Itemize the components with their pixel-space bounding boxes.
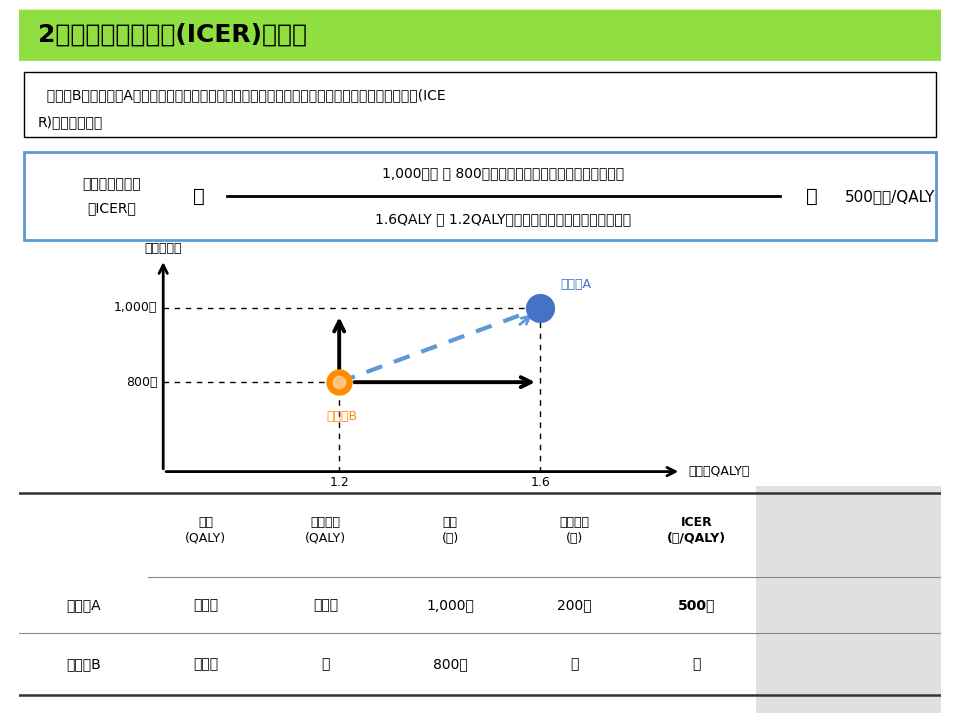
Text: 医薬品Bから医薬品Aに治療が置き換わった場合の効果及び費用の増分を算出し、増分費用効果比(ICE: 医薬品Bから医薬品Aに治療が置き換わった場合の効果及び費用の増分を算出し、増分費… <box>37 89 445 102</box>
FancyBboxPatch shape <box>24 153 936 240</box>
Text: －: － <box>692 657 701 671</box>
Text: 1.6: 1.6 <box>531 476 550 489</box>
Text: 200万: 200万 <box>557 598 591 612</box>
Text: 費用
(円): 費用 (円) <box>442 516 459 545</box>
Text: －: － <box>322 657 330 671</box>
Text: 2．増分費用効果比(ICER)の算出: 2．増分費用効果比(ICER)の算出 <box>37 22 306 46</box>
Text: 1.2: 1.2 <box>329 476 349 489</box>
Text: 500万: 500万 <box>678 598 715 612</box>
Text: 1,000万: 1,000万 <box>426 598 474 612</box>
Text: R)を算出する。: R)を算出する。 <box>37 115 103 129</box>
Text: ＝: ＝ <box>805 186 818 206</box>
Text: 1,000万: 1,000万 <box>114 301 157 314</box>
Text: １．６: １．６ <box>193 598 218 612</box>
FancyBboxPatch shape <box>0 10 960 60</box>
Text: ＝: ＝ <box>193 186 204 206</box>
Text: ０．４: ０．４ <box>313 598 338 612</box>
Text: 費用（円）: 費用（円） <box>144 242 182 255</box>
Text: 医薬品B: 医薬品B <box>66 657 101 671</box>
Text: １．２: １．２ <box>193 657 218 671</box>
Text: 医薬品A: 医薬品A <box>561 278 591 291</box>
Text: 1.6QALY － 1.2QALY（効果がどのくらい増加するか）: 1.6QALY － 1.2QALY（効果がどのくらい増加するか） <box>375 212 631 227</box>
Text: 1,000万円 － 800万円（費用がどのくらい増加するか）: 1,000万円 － 800万円（費用がどのくらい増加するか） <box>382 166 624 180</box>
Text: 800万: 800万 <box>433 657 468 671</box>
Text: 増分費用効果比: 増分費用効果比 <box>82 178 141 192</box>
Bar <box>756 486 941 713</box>
Text: 800万: 800万 <box>126 376 157 389</box>
Text: 効果（QALY）: 効果（QALY） <box>688 465 750 478</box>
Text: 500万円/QALY: 500万円/QALY <box>845 189 935 204</box>
Text: （ICER）: （ICER） <box>87 201 135 215</box>
Text: 効果
(QALY): 効果 (QALY) <box>185 516 227 545</box>
Text: 増分費用
(円): 増分費用 (円) <box>560 516 589 545</box>
FancyBboxPatch shape <box>24 72 936 137</box>
Text: 医薬品A: 医薬品A <box>66 598 101 612</box>
Text: －: － <box>570 657 579 671</box>
Text: 医薬品B: 医薬品B <box>326 410 358 423</box>
Text: ICER
(円/QALY): ICER (円/QALY) <box>667 516 726 545</box>
Text: 増分効果
(QALY): 増分効果 (QALY) <box>305 516 347 545</box>
